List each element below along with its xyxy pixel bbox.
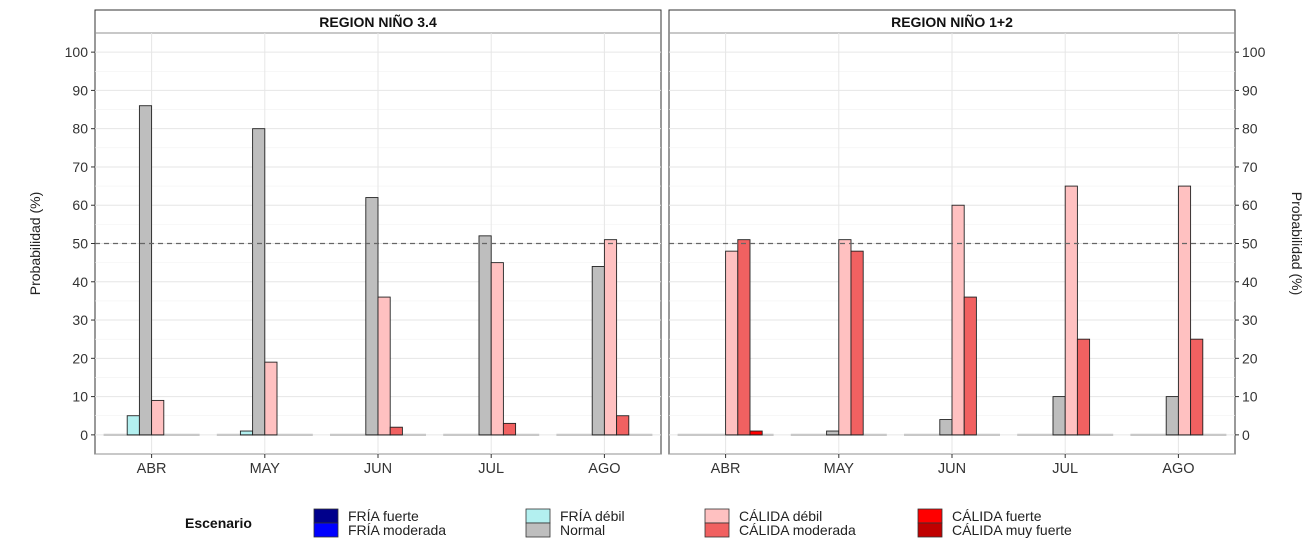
bar <box>138 105 153 436</box>
x-tick-label: MAY <box>250 461 281 477</box>
bar <box>1165 396 1179 436</box>
bar <box>591 266 605 436</box>
bar <box>478 235 492 436</box>
bar <box>963 296 977 436</box>
x-tick-label: JUL <box>1052 461 1078 477</box>
bar <box>603 239 618 436</box>
bar <box>490 262 504 436</box>
x-tick-label: MAY <box>824 461 855 477</box>
x-tick-label: AGO <box>1162 461 1194 477</box>
legend-swatch <box>313 508 339 524</box>
legend-swatch <box>917 522 943 538</box>
y-tick-label-left: 20 <box>72 350 88 366</box>
bar <box>377 296 391 436</box>
bar <box>939 419 953 436</box>
x-tick-label: JUN <box>938 461 966 477</box>
y-tick-label-right: 70 <box>1242 159 1258 175</box>
y-tick-label-right: 0 <box>1242 427 1250 443</box>
y-tick-label-right: 30 <box>1242 312 1258 328</box>
legend-title: Escenario <box>185 515 252 531</box>
bar <box>725 250 739 436</box>
bar <box>1052 396 1066 436</box>
panel-title: REGION NIÑO 3.4 <box>319 13 437 30</box>
bar <box>1177 185 1192 436</box>
y-tick-label-right: 60 <box>1242 197 1258 213</box>
x-tick-label: JUL <box>478 461 504 477</box>
legend-label: CÁLIDA fuerte <box>952 508 1042 524</box>
y-tick-label-left: 60 <box>72 197 88 213</box>
bar <box>126 415 140 436</box>
x-tick-label: ABR <box>711 461 741 477</box>
legend-swatch <box>704 522 730 538</box>
y-tick-label-right: 100 <box>1242 44 1266 60</box>
legend-label: CÁLIDA moderada <box>739 522 856 538</box>
y-tick-label-left: 40 <box>72 274 88 290</box>
bar <box>264 361 278 436</box>
bar <box>389 426 403 436</box>
legend-label: FRÍA débil <box>560 508 625 524</box>
legend-label: CÁLIDA débil <box>739 508 822 524</box>
bar <box>749 430 763 436</box>
y-tick-label-left: 90 <box>72 82 88 98</box>
legend-swatch <box>525 522 551 538</box>
bar <box>850 250 864 436</box>
bar <box>252 128 266 436</box>
y-tick-label-right: 90 <box>1242 82 1258 98</box>
bar <box>737 239 751 436</box>
bar <box>502 422 517 436</box>
x-tick-label: ABR <box>137 461 167 477</box>
bar <box>365 197 379 436</box>
y-tick-label-right: 80 <box>1242 121 1258 137</box>
bar <box>151 399 165 436</box>
bar <box>616 415 630 436</box>
y-tick-label-left: 100 <box>65 44 89 60</box>
y-axis-title-right: Probabilidad (%) <box>1289 192 1305 296</box>
x-tick-label: AGO <box>588 461 620 477</box>
bar <box>826 430 840 436</box>
y-tick-label-right: 50 <box>1242 236 1258 252</box>
legend-label: FRÍA fuerte <box>348 508 419 524</box>
legend-swatch <box>917 508 943 524</box>
x-tick-label: JUN <box>364 461 392 477</box>
y-tick-label-left: 50 <box>72 236 88 252</box>
bar <box>838 239 852 436</box>
y-tick-label-left: 10 <box>72 389 88 405</box>
y-tick-label-left: 30 <box>72 312 88 328</box>
y-axis-title-left: Probabilidad (%) <box>27 192 43 296</box>
y-tick-label-left: 80 <box>72 121 88 137</box>
y-tick-label-right: 20 <box>1242 350 1258 366</box>
y-tick-label-right: 40 <box>1242 274 1258 290</box>
legend-label: CÁLIDA muy fuerte <box>952 522 1072 538</box>
bar <box>951 204 965 436</box>
y-tick-label-right: 10 <box>1242 389 1258 405</box>
legend-swatch <box>704 508 730 524</box>
bar <box>1076 338 1091 436</box>
panel-title: REGION NIÑO 1+2 <box>891 13 1013 30</box>
bar <box>239 430 254 436</box>
bar <box>1064 185 1078 436</box>
y-tick-label-left: 70 <box>72 159 88 175</box>
y-tick-label-left: 0 <box>80 427 88 443</box>
legend-label: Normal <box>560 522 605 538</box>
legend-swatch <box>525 508 551 524</box>
legend-swatch <box>313 522 339 538</box>
bar <box>1190 338 1204 436</box>
legend-label: FRÍA moderada <box>348 522 446 538</box>
